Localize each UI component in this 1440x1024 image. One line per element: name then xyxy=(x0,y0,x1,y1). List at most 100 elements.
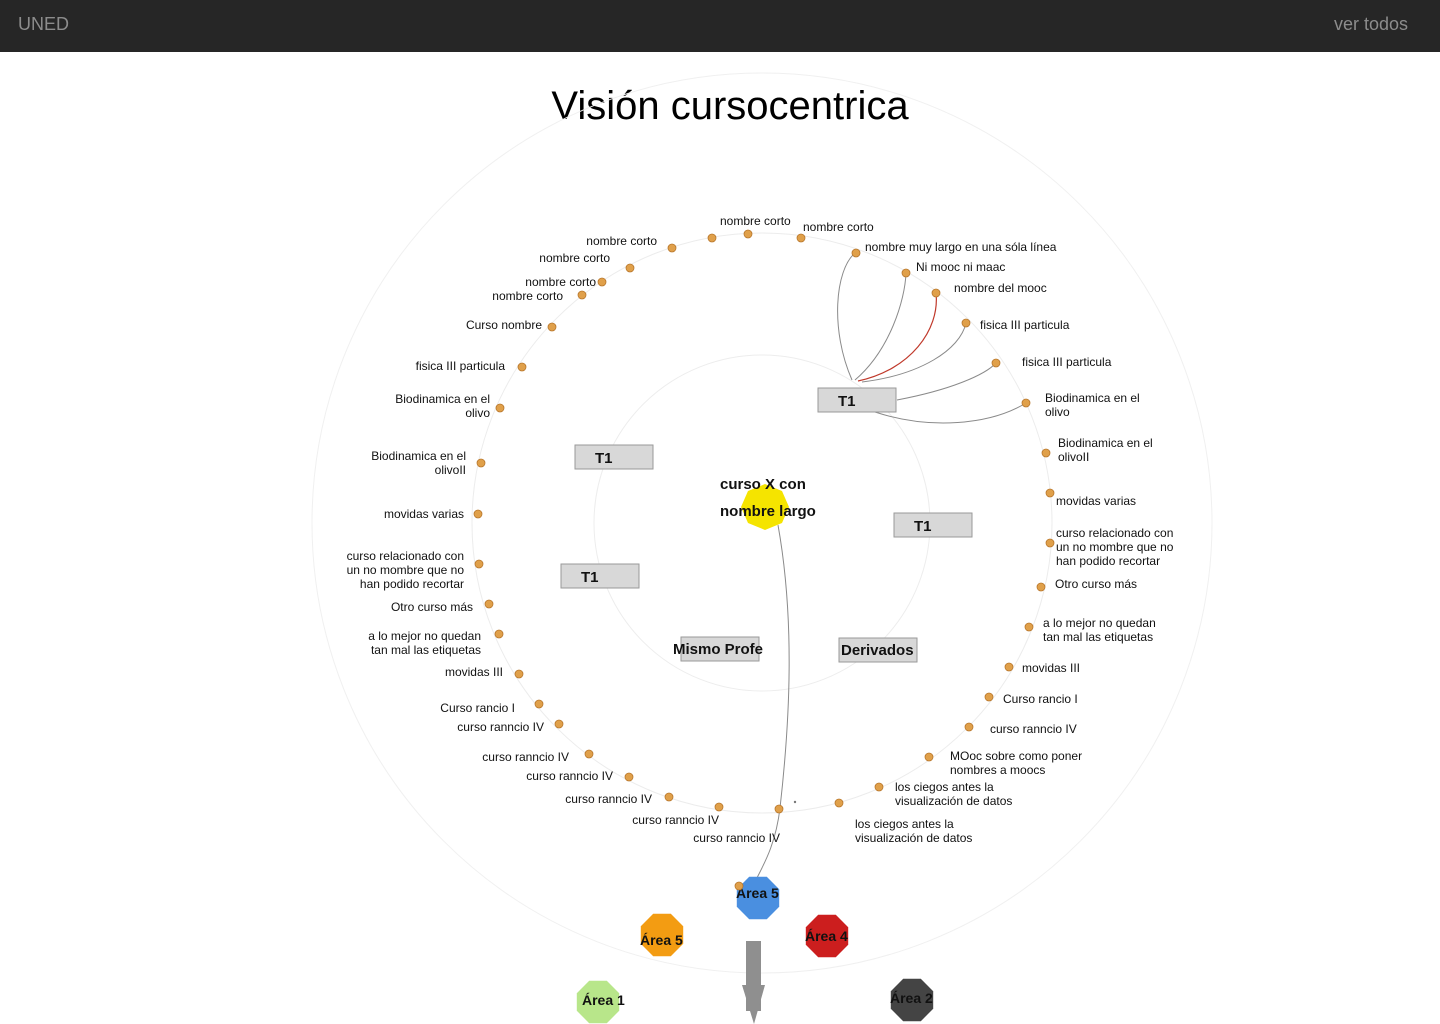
course-dot[interactable] xyxy=(577,290,587,300)
course-node[interactable]: Otro curso más xyxy=(391,599,494,614)
course-dot[interactable] xyxy=(473,509,483,519)
course-dot[interactable] xyxy=(901,268,911,278)
course-node[interactable]: nombre corto xyxy=(539,251,635,273)
center-course-node[interactable]: curso X con nombre largo xyxy=(720,476,816,530)
course-node[interactable]: fisica III particula xyxy=(991,355,1112,369)
see-all-link[interactable]: ver todos xyxy=(1333,14,1408,34)
course-node[interactable]: curso ranncio IV xyxy=(526,769,634,783)
group-box-t1-lower-left[interactable]: T1 xyxy=(560,563,640,589)
course-dot[interactable] xyxy=(667,243,677,253)
course-node[interactable]: movidas varias xyxy=(1045,488,1136,508)
course-label: visualización de datos xyxy=(895,794,1012,808)
course-dot[interactable] xyxy=(554,719,564,729)
course-dot[interactable] xyxy=(517,362,527,372)
course-label: Curso nombre xyxy=(466,318,542,332)
course-node[interactable]: fisica III particula xyxy=(961,318,1070,332)
course-node[interactable]: curso ranncio IV xyxy=(565,792,674,806)
group-box-t1-right[interactable]: T1 xyxy=(893,512,973,538)
course-dot[interactable] xyxy=(476,458,486,468)
course-node[interactable]: nombre corto xyxy=(720,214,791,239)
course-node[interactable]: Curso rancio I xyxy=(984,692,1078,706)
course-dot[interactable] xyxy=(1024,622,1034,632)
course-dot[interactable] xyxy=(1036,582,1046,592)
course-label: a lo mejor no quedan xyxy=(368,629,481,643)
course-dot[interactable] xyxy=(743,229,753,239)
course-node[interactable]: movidas III xyxy=(1004,661,1080,675)
course-node[interactable]: nombre muy largo en una sóla línea xyxy=(851,240,1057,258)
group-box-derived[interactable]: Derivados xyxy=(838,637,918,663)
course-dot[interactable] xyxy=(931,288,941,298)
course-node[interactable]: curso ranncio IV xyxy=(457,719,564,734)
course-node[interactable]: nombre corto xyxy=(492,289,587,303)
course-node[interactable]: nombre del mooc xyxy=(931,281,1047,298)
course-dot[interactable] xyxy=(1041,448,1051,458)
course-dot[interactable] xyxy=(984,692,994,702)
course-dot[interactable] xyxy=(1021,398,1031,408)
course-dot[interactable] xyxy=(707,233,717,243)
course-dot[interactable] xyxy=(961,318,971,328)
area-node[interactable]: Área 5 xyxy=(736,876,780,920)
course-dot[interactable] xyxy=(1004,662,1014,672)
course-dot[interactable] xyxy=(774,804,784,814)
course-dot[interactable] xyxy=(624,772,634,782)
course-dot[interactable] xyxy=(597,277,607,287)
course-dot[interactable] xyxy=(964,722,974,732)
course-node[interactable]: curso ranncio IV xyxy=(693,804,784,845)
course-node[interactable]: curso ranncio IV xyxy=(964,722,1077,736)
area-link-dot[interactable] xyxy=(734,881,744,891)
group-box-same-professor[interactable]: Mismo Profe xyxy=(673,636,763,662)
course-node[interactable]: curso ranncio IV xyxy=(482,749,594,764)
course-dot[interactable] xyxy=(484,599,494,609)
course-dot[interactable] xyxy=(991,358,1001,368)
course-dot[interactable] xyxy=(851,248,861,258)
course-node[interactable]: Curso rancio I xyxy=(440,699,544,715)
course-label: fisica III particula xyxy=(980,318,1070,332)
course-dot[interactable] xyxy=(714,802,724,812)
course-dot[interactable] xyxy=(625,263,635,273)
brand-link[interactable]: UNED xyxy=(18,14,70,34)
course-node[interactable]: nombre corto xyxy=(586,234,677,253)
course-node[interactable]: nombre corto xyxy=(525,275,607,289)
scroll-down-arrow[interactable] xyxy=(742,941,765,1024)
course-node[interactable]: movidas varias xyxy=(384,507,483,521)
area-node[interactable]: Área 4 xyxy=(805,914,849,958)
course-dot[interactable] xyxy=(495,403,505,413)
course-dot[interactable] xyxy=(664,792,674,802)
course-dot[interactable] xyxy=(494,629,504,639)
course-label: fisica III particula xyxy=(416,359,506,373)
course-dot[interactable] xyxy=(514,669,524,679)
course-dot[interactable] xyxy=(1045,538,1055,548)
course-node[interactable]: Ni mooc ni maac xyxy=(901,260,1005,278)
course-node[interactable]: fisica III particula xyxy=(416,359,527,373)
course-node[interactable]: Curso nombre xyxy=(466,318,557,332)
course-dot[interactable] xyxy=(474,559,484,569)
course-node[interactable]: movidas III xyxy=(445,665,524,679)
course-dot[interactable] xyxy=(1045,488,1055,498)
course-node[interactable]: nombre corto xyxy=(796,220,874,243)
group-box-t1-top-right[interactable]: T1 xyxy=(817,387,897,413)
course-dot[interactable] xyxy=(534,699,544,709)
course-dot[interactable] xyxy=(874,782,884,792)
course-node[interactable]: Otro curso más xyxy=(1036,577,1137,592)
group-box-t1-left[interactable]: T1 xyxy=(574,444,654,470)
course-dot[interactable] xyxy=(924,752,934,762)
area-node[interactable]: Área 1 xyxy=(576,980,625,1024)
course-dot[interactable] xyxy=(834,798,844,808)
course-dot[interactable] xyxy=(547,322,557,332)
course-dot[interactable] xyxy=(796,233,806,243)
course-node[interactable]: curso ranncio IV xyxy=(632,802,724,827)
area-node[interactable]: Área 2 xyxy=(890,978,934,1022)
course-dot[interactable] xyxy=(584,749,594,759)
area-node[interactable]: Área 5 xyxy=(640,913,684,957)
